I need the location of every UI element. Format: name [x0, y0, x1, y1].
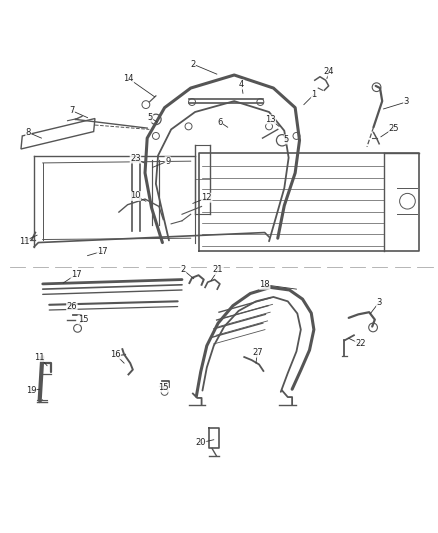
Text: 5: 5 [148, 113, 153, 122]
Text: 1: 1 [311, 90, 317, 99]
Text: 11: 11 [19, 237, 29, 246]
Text: 5: 5 [284, 135, 289, 144]
Text: 26: 26 [67, 302, 77, 311]
Text: 20: 20 [195, 438, 206, 447]
Text: 10: 10 [130, 191, 141, 200]
Text: 25: 25 [389, 124, 399, 133]
Text: 2: 2 [190, 60, 195, 69]
Text: 2: 2 [181, 265, 186, 274]
Text: 3: 3 [377, 298, 382, 306]
Text: 14: 14 [123, 74, 134, 83]
Text: 27: 27 [252, 348, 263, 357]
Text: 12: 12 [201, 193, 212, 202]
Text: 7: 7 [69, 106, 74, 115]
Text: 9: 9 [165, 157, 170, 166]
Text: 15: 15 [78, 315, 88, 324]
Text: 15: 15 [158, 383, 169, 392]
Text: 17: 17 [97, 247, 108, 256]
Text: 11: 11 [35, 352, 45, 361]
Text: 8: 8 [26, 128, 31, 137]
Text: 22: 22 [355, 340, 366, 349]
Text: 3: 3 [403, 98, 409, 107]
Text: 21: 21 [213, 265, 223, 274]
Text: 4: 4 [239, 80, 244, 89]
Text: 17: 17 [71, 270, 81, 279]
Text: 18: 18 [259, 280, 270, 289]
Text: 24: 24 [323, 67, 334, 76]
Text: 6: 6 [217, 117, 223, 126]
Text: 16: 16 [110, 350, 121, 359]
Text: 19: 19 [26, 386, 36, 395]
Text: 13: 13 [265, 115, 276, 124]
Text: 23: 23 [130, 154, 141, 163]
